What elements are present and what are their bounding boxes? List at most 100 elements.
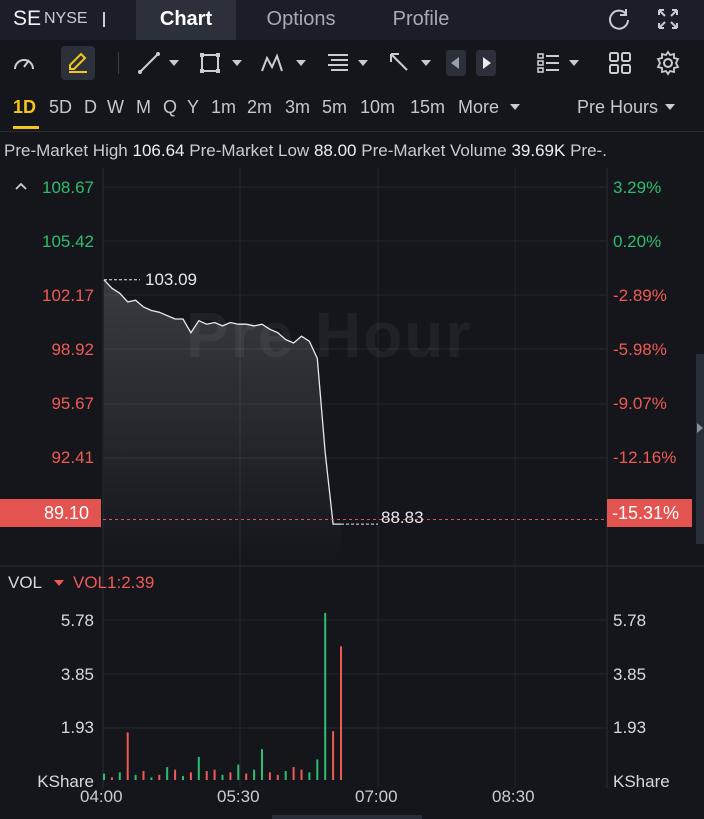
low-label: Pre-Market Low (189, 141, 310, 160)
price-tick: 95.67 (51, 394, 94, 413)
trendline-icon[interactable] (136, 50, 162, 76)
price-area (104, 279, 341, 564)
volume-bar (182, 776, 184, 780)
volume-plot (103, 612, 342, 780)
period-15m[interactable]: 15m (410, 97, 446, 117)
chevron-down-icon[interactable] (665, 104, 675, 110)
active-period-underline (13, 126, 39, 129)
tab-profile[interactable]: Profile (392, 8, 450, 30)
volume-bar (103, 773, 105, 780)
arrow-tool-icon[interactable] (387, 50, 413, 76)
volume-tick: 5.78 (60, 611, 94, 630)
volume-bar (142, 771, 145, 780)
percent-tick: -9.07% (613, 394, 667, 413)
volume-tick: 3.85 (613, 665, 647, 684)
volume-value: 39.69K (511, 141, 566, 160)
session-selector[interactable]: Pre Hours (577, 97, 659, 117)
volume-unit: KShare (613, 772, 670, 791)
pattern-icon[interactable] (260, 50, 286, 76)
volume-bar (213, 769, 216, 780)
period-10m[interactable]: 10m (360, 97, 396, 117)
chevron-down-icon[interactable] (510, 104, 520, 110)
period-m[interactable]: M (136, 97, 151, 117)
gauge-icon[interactable] (11, 50, 37, 76)
percent-tick: -2.89% (613, 286, 667, 305)
settings-gear-icon[interactable] (655, 50, 681, 76)
period-5m[interactable]: 5m (322, 97, 348, 117)
chevron-down-icon[interactable] (54, 580, 64, 586)
period-d[interactable]: D (84, 97, 97, 117)
fibonacci-icon[interactable] (325, 50, 351, 76)
expand-panel-arrow-icon[interactable] (697, 423, 703, 433)
drawing-toolbar (0, 40, 704, 86)
draw-tool-active-bg (61, 46, 95, 80)
draw-pencil-icon[interactable] (65, 50, 91, 76)
more-periods-button[interactable]: More (458, 97, 500, 117)
period-selector: 1D 5D D W M Q Y 1m 2m 3m 5m 10m 15m More… (0, 86, 704, 132)
volume-bar (284, 771, 287, 780)
chevron-down-icon[interactable] (296, 60, 306, 66)
price-tick: 108.67 (42, 178, 94, 197)
high-label: Pre-Market High (4, 141, 128, 160)
time-tick: 04:00 (80, 787, 123, 806)
chevron-down-icon[interactable] (169, 60, 179, 66)
prev-arrow-icon[interactable] (446, 50, 466, 76)
fullscreen-icon[interactable] (655, 6, 681, 32)
volume-tick: 3.85 (60, 665, 94, 684)
chevron-down-icon[interactable] (421, 60, 431, 66)
refresh-icon[interactable] (606, 6, 632, 32)
volume-bar (276, 774, 279, 780)
chevron-down-icon[interactable] (358, 60, 368, 66)
open-price-label: 103.09 (145, 270, 197, 289)
bottom-scroll-handle[interactable] (272, 815, 422, 819)
tab-chart[interactable]: Chart (136, 0, 236, 40)
chevron-down-icon[interactable] (232, 60, 242, 66)
time-tick: 07:00 (355, 787, 398, 806)
period-y[interactable]: Y (187, 97, 200, 117)
period-w[interactable]: W (107, 97, 124, 117)
volume-bar (197, 756, 200, 780)
toolbar-divider (118, 52, 119, 74)
period-1d[interactable]: 1D (13, 97, 37, 117)
current-change-tag: -15.31% (607, 499, 692, 527)
layout-grid-icon[interactable] (607, 50, 633, 76)
chevron-down-icon[interactable] (569, 60, 579, 66)
tab-options[interactable]: Options (266, 8, 336, 30)
price-tick: 98.92 (51, 340, 94, 359)
percent-tick: -12.16% (613, 448, 677, 467)
side-scrollbar[interactable] (696, 354, 704, 544)
volume-bar (118, 772, 121, 780)
percent-tick: 3.29% (613, 178, 662, 197)
period-5d[interactable]: 5D (49, 97, 73, 117)
volume-label: Pre-Market Volume (361, 141, 507, 160)
period-1m[interactable]: 1m (211, 97, 237, 117)
volume-tick: 1.93 (613, 718, 647, 737)
collapse-chevron-icon[interactable] (14, 181, 28, 191)
high-value: 106.64 (132, 141, 185, 160)
price-tick: 102.17 (42, 286, 94, 305)
pre-market-stats: Pre-Market High 106.64 Pre-Market Low 88… (4, 141, 700, 161)
volume-bar (332, 731, 335, 780)
time-tick: 08:30 (492, 787, 535, 806)
low-value: 88.00 (313, 141, 357, 160)
next-arrow-icon[interactable] (476, 50, 496, 76)
indicators-list-icon[interactable] (536, 50, 562, 76)
volume-bar (261, 749, 263, 780)
volume-bar (166, 767, 169, 780)
volume-tick: 1.93 (60, 718, 94, 737)
rectangle-icon[interactable] (197, 50, 223, 76)
volume-tick: 5.78 (613, 611, 647, 630)
volume-bar (300, 769, 303, 780)
volume-bar (174, 769, 177, 780)
period-2m[interactable]: 2m (247, 97, 273, 117)
volume-indicator-value[interactable]: VOL1:2.39 (73, 573, 155, 592)
period-q[interactable]: Q (163, 97, 178, 117)
percent-tick: -5.98% (613, 340, 667, 359)
volume-unit: KShare (37, 772, 94, 791)
volume-bar (253, 769, 256, 780)
price-plot (103, 279, 607, 564)
period-3m[interactable]: 3m (285, 97, 311, 117)
chart-grid (0, 168, 704, 788)
volume-bar (205, 771, 208, 780)
price-chart-canvas[interactable] (0, 168, 704, 788)
